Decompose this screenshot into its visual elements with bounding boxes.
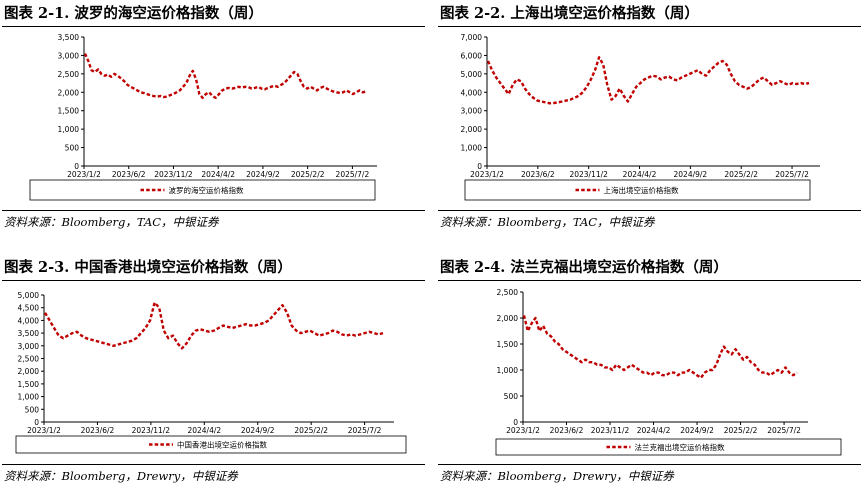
y-tick-label: 0 xyxy=(74,162,79,171)
x-tick-label: 2025/2/2 xyxy=(724,170,758,179)
y-tick-label: 0 xyxy=(513,418,518,427)
data-series-line xyxy=(522,315,798,380)
chart-panel-1: 图表 2-1. 波罗的海空运价格指数（周） 0 500 1,000 1,500 2,00… xyxy=(2,2,425,234)
title-rule xyxy=(2,26,425,27)
y-tick-label: 2,500 xyxy=(497,288,519,297)
x-tick-label: 2023/6/2 xyxy=(81,426,115,435)
x-tick-label: 2024/4/2 xyxy=(623,170,657,179)
x-tick-label: 2024/9/2 xyxy=(674,170,708,179)
chart-title: 图表 2-1. 波罗的海空运价格指数（周） xyxy=(4,5,263,22)
y-tick-label: 500 xyxy=(25,405,40,414)
chart-panel-4: 图表 2-4. 法兰克福出境空运价格指数（周） 0 500 1,000 1,500 2,… xyxy=(438,256,861,488)
title-rule xyxy=(2,280,425,281)
x-tick-label: 2023/6/2 xyxy=(550,426,584,435)
chart-panel-2: 图表 2-2. 上海出境空运价格指数（周） 0 1,000 2,000 3,000 4,… xyxy=(438,2,861,234)
chart-panel-3: 图表 2-3. 中国香港出境空运价格指数（周） 0 500 1,000 1,500 2,… xyxy=(2,256,425,488)
y-tick-label: 0 xyxy=(34,418,39,427)
legend-label: 波罗的海空运价格指数 xyxy=(169,185,244,195)
x-tick-label: 2025/7/2 xyxy=(775,170,809,179)
legend-label: 中国香港出境空运价格指数 xyxy=(177,440,267,450)
y-tick-label: 2,000 xyxy=(58,88,80,97)
y-tick-label: 3,500 xyxy=(58,33,80,42)
y-tick-label: 3,000 xyxy=(461,107,483,116)
x-tick-label: 2023/1/2 xyxy=(27,426,61,435)
x-tick-label: 2023/1/2 xyxy=(67,170,101,179)
y-tick-label: 6,000 xyxy=(461,51,483,60)
title-rule xyxy=(438,26,861,27)
x-tick-label: 2023/6/2 xyxy=(521,170,555,179)
line-chart: 0 500 1,000 1,500 2,000 2,500 3,000 3,500 4,000 4… xyxy=(15,291,407,454)
line-chart: 0 1,000 2,000 3,000 4,000 5,000 6,000 7,000 2023… xyxy=(461,33,820,201)
y-tick-label: 1,000 xyxy=(58,125,80,134)
x-tick-label: 2024/4/2 xyxy=(201,170,235,179)
data-series-line xyxy=(486,56,810,105)
y-tick-label: 4,000 xyxy=(18,316,40,325)
x-tick-label: 2023/11/2 xyxy=(591,426,630,435)
x-tick-label: 2023/1/2 xyxy=(470,170,504,179)
y-tick-label: 1,500 xyxy=(18,380,40,389)
legend-box xyxy=(464,179,811,201)
legend-box xyxy=(495,438,842,456)
y-tick-label: 3,000 xyxy=(58,51,80,60)
y-tick-label: 500 xyxy=(504,392,519,401)
y-tick-label: 5,000 xyxy=(461,70,483,79)
y-tick-label: 2,000 xyxy=(18,367,40,376)
legend-box xyxy=(29,179,376,201)
legend-label: 上海出境空运价格指数 xyxy=(604,185,679,195)
x-tick-label: 2025/7/2 xyxy=(767,426,801,435)
chart-source: 资料来源：Bloomberg，Drewry，中银证券 xyxy=(4,469,238,483)
source-rule xyxy=(2,464,425,465)
x-tick-label: 2024/4/2 xyxy=(637,426,671,435)
y-tick-label: 1,000 xyxy=(461,144,483,153)
y-tick-label: 3,000 xyxy=(18,342,40,351)
x-tick-label: 2023/1/2 xyxy=(506,426,540,435)
y-tick-label: 1,000 xyxy=(497,366,519,375)
legend-box xyxy=(15,435,407,454)
y-tick-label: 7,000 xyxy=(461,33,483,42)
y-tick-label: 4,000 xyxy=(461,88,483,97)
chart-source: 资料来源：Bloomberg，TAC，中银证券 xyxy=(4,215,219,229)
source-rule xyxy=(2,210,425,211)
chart-title: 图表 2-4. 法兰克福出境空运价格指数（周） xyxy=(440,259,728,276)
x-tick-label: 2025/7/2 xyxy=(348,426,382,435)
x-tick-label: 2024/4/2 xyxy=(187,426,221,435)
y-tick-label: 2,000 xyxy=(497,314,519,323)
chart-source: 资料来源：Bloomberg，Drewry，中银证券 xyxy=(440,469,674,483)
data-series-line xyxy=(83,53,367,100)
legend-label: 法兰克福出境空运价格指数 xyxy=(635,442,725,452)
y-tick-label: 1,500 xyxy=(497,340,519,349)
line-chart: 0 500 1,000 1,500 2,000 2,500 3,000 3,500 2023/1… xyxy=(29,33,377,201)
y-tick-label: 500 xyxy=(65,144,80,153)
x-tick-label: 2025/2/2 xyxy=(291,170,325,179)
source-rule xyxy=(438,464,861,465)
x-tick-label: 2025/2/2 xyxy=(724,426,758,435)
x-tick-label: 2023/11/2 xyxy=(569,170,608,179)
y-tick-label: 0 xyxy=(477,162,482,171)
source-rule xyxy=(438,210,861,211)
chart-source: 资料来源：Bloomberg，TAC，中银证券 xyxy=(440,215,655,229)
x-tick-label: 2023/11/2 xyxy=(154,170,193,179)
y-tick-label: 2,000 xyxy=(461,125,483,134)
y-tick-label: 4,500 xyxy=(18,304,40,313)
y-tick-label: 3,500 xyxy=(18,329,40,338)
data-series-line xyxy=(43,301,384,350)
chart-title: 图表 2-3. 中国香港出境空运价格指数（周） xyxy=(4,259,292,276)
x-tick-label: 2023/11/2 xyxy=(132,426,171,435)
y-tick-label: 2,500 xyxy=(18,355,40,364)
line-chart: 0 500 1,000 1,500 2,000 2,500 2023/1/2 2023/6/2… xyxy=(495,288,842,456)
x-tick-label: 2023/6/2 xyxy=(112,170,146,179)
x-tick-label: 2024/9/2 xyxy=(680,426,714,435)
title-rule xyxy=(438,280,861,281)
x-tick-label: 2025/2/2 xyxy=(294,426,328,435)
y-tick-label: 5,000 xyxy=(18,291,40,300)
y-tick-label: 1,000 xyxy=(18,393,40,402)
y-tick-label: 2,500 xyxy=(58,70,80,79)
x-tick-label: 2024/9/2 xyxy=(246,170,280,179)
x-tick-label: 2025/7/2 xyxy=(336,170,370,179)
y-tick-label: 1,500 xyxy=(58,107,80,116)
chart-title: 图表 2-2. 上海出境空运价格指数（周） xyxy=(440,5,699,22)
x-tick-label: 2024/9/2 xyxy=(241,426,275,435)
